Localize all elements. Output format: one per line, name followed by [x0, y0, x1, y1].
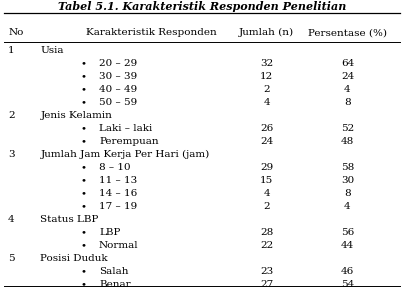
Text: 15: 15 [260, 176, 273, 185]
Text: 24: 24 [260, 137, 273, 146]
Text: 22: 22 [260, 241, 273, 250]
Text: •: • [81, 59, 87, 68]
Text: Usia: Usia [40, 46, 64, 55]
Text: 4: 4 [263, 189, 270, 198]
Text: 58: 58 [341, 163, 354, 172]
Text: Karakteristik Responden: Karakteristik Responden [86, 28, 217, 37]
Text: 11 – 13: 11 – 13 [99, 176, 137, 185]
Text: 50 – 59: 50 – 59 [99, 98, 137, 107]
Text: Jumlah (n): Jumlah (n) [239, 28, 294, 37]
Text: 2: 2 [8, 111, 15, 120]
Text: 1: 1 [8, 46, 15, 55]
Text: 8: 8 [344, 189, 351, 198]
Text: 44: 44 [341, 241, 354, 250]
Text: 2: 2 [263, 85, 270, 94]
Text: Perempuan: Perempuan [99, 137, 159, 146]
Text: 4: 4 [344, 202, 351, 211]
Text: Status LBP: Status LBP [40, 215, 99, 224]
Text: •: • [81, 189, 87, 198]
Text: •: • [81, 267, 87, 276]
Text: Persentase (%): Persentase (%) [308, 28, 387, 37]
Text: 4: 4 [344, 85, 351, 94]
Text: 27: 27 [260, 280, 273, 289]
Text: 29: 29 [260, 163, 273, 172]
Text: Posisi Duduk: Posisi Duduk [40, 254, 108, 263]
Text: •: • [81, 241, 87, 250]
Text: 28: 28 [260, 228, 273, 237]
Text: 8: 8 [344, 98, 351, 107]
Text: 54: 54 [341, 280, 354, 289]
Text: 48: 48 [341, 137, 354, 146]
Text: No: No [8, 28, 23, 37]
Text: •: • [81, 163, 87, 172]
Text: 4: 4 [8, 215, 15, 224]
Text: •: • [81, 228, 87, 237]
Text: Salah: Salah [99, 267, 128, 276]
Text: 26: 26 [260, 124, 273, 133]
Text: 14 – 16: 14 – 16 [99, 189, 137, 198]
Text: •: • [81, 176, 87, 185]
Text: Tabel 5.1. Karakteristik Responden Penelitian: Tabel 5.1. Karakteristik Responden Penel… [58, 1, 346, 12]
Text: 64: 64 [341, 59, 354, 68]
Text: 17 – 19: 17 – 19 [99, 202, 137, 211]
Text: Benar: Benar [99, 280, 130, 289]
Text: 4: 4 [263, 98, 270, 107]
Text: Laki – laki: Laki – laki [99, 124, 152, 133]
Text: •: • [81, 202, 87, 211]
Text: •: • [81, 72, 87, 81]
Text: •: • [81, 124, 87, 133]
Text: 32: 32 [260, 59, 273, 68]
Text: 8 – 10: 8 – 10 [99, 163, 130, 172]
Text: 3: 3 [8, 150, 15, 159]
Text: 40 – 49: 40 – 49 [99, 85, 137, 94]
Text: LBP: LBP [99, 228, 120, 237]
Text: 30: 30 [341, 176, 354, 185]
Text: •: • [81, 137, 87, 146]
Text: •: • [81, 98, 87, 107]
Text: •: • [81, 280, 87, 289]
Text: 56: 56 [341, 228, 354, 237]
Text: 23: 23 [260, 267, 273, 276]
Text: Normal: Normal [99, 241, 139, 250]
Text: 12: 12 [260, 72, 273, 81]
Text: 5: 5 [8, 254, 15, 263]
Text: Jumlah Jam Kerja Per Hari (jam): Jumlah Jam Kerja Per Hari (jam) [40, 150, 210, 159]
Text: 20 – 29: 20 – 29 [99, 59, 137, 68]
Text: 30 – 39: 30 – 39 [99, 72, 137, 81]
Text: 2: 2 [263, 202, 270, 211]
Text: Jenis Kelamin: Jenis Kelamin [40, 111, 112, 120]
Text: 24: 24 [341, 72, 354, 81]
Text: 52: 52 [341, 124, 354, 133]
Text: 46: 46 [341, 267, 354, 276]
Text: •: • [81, 85, 87, 94]
